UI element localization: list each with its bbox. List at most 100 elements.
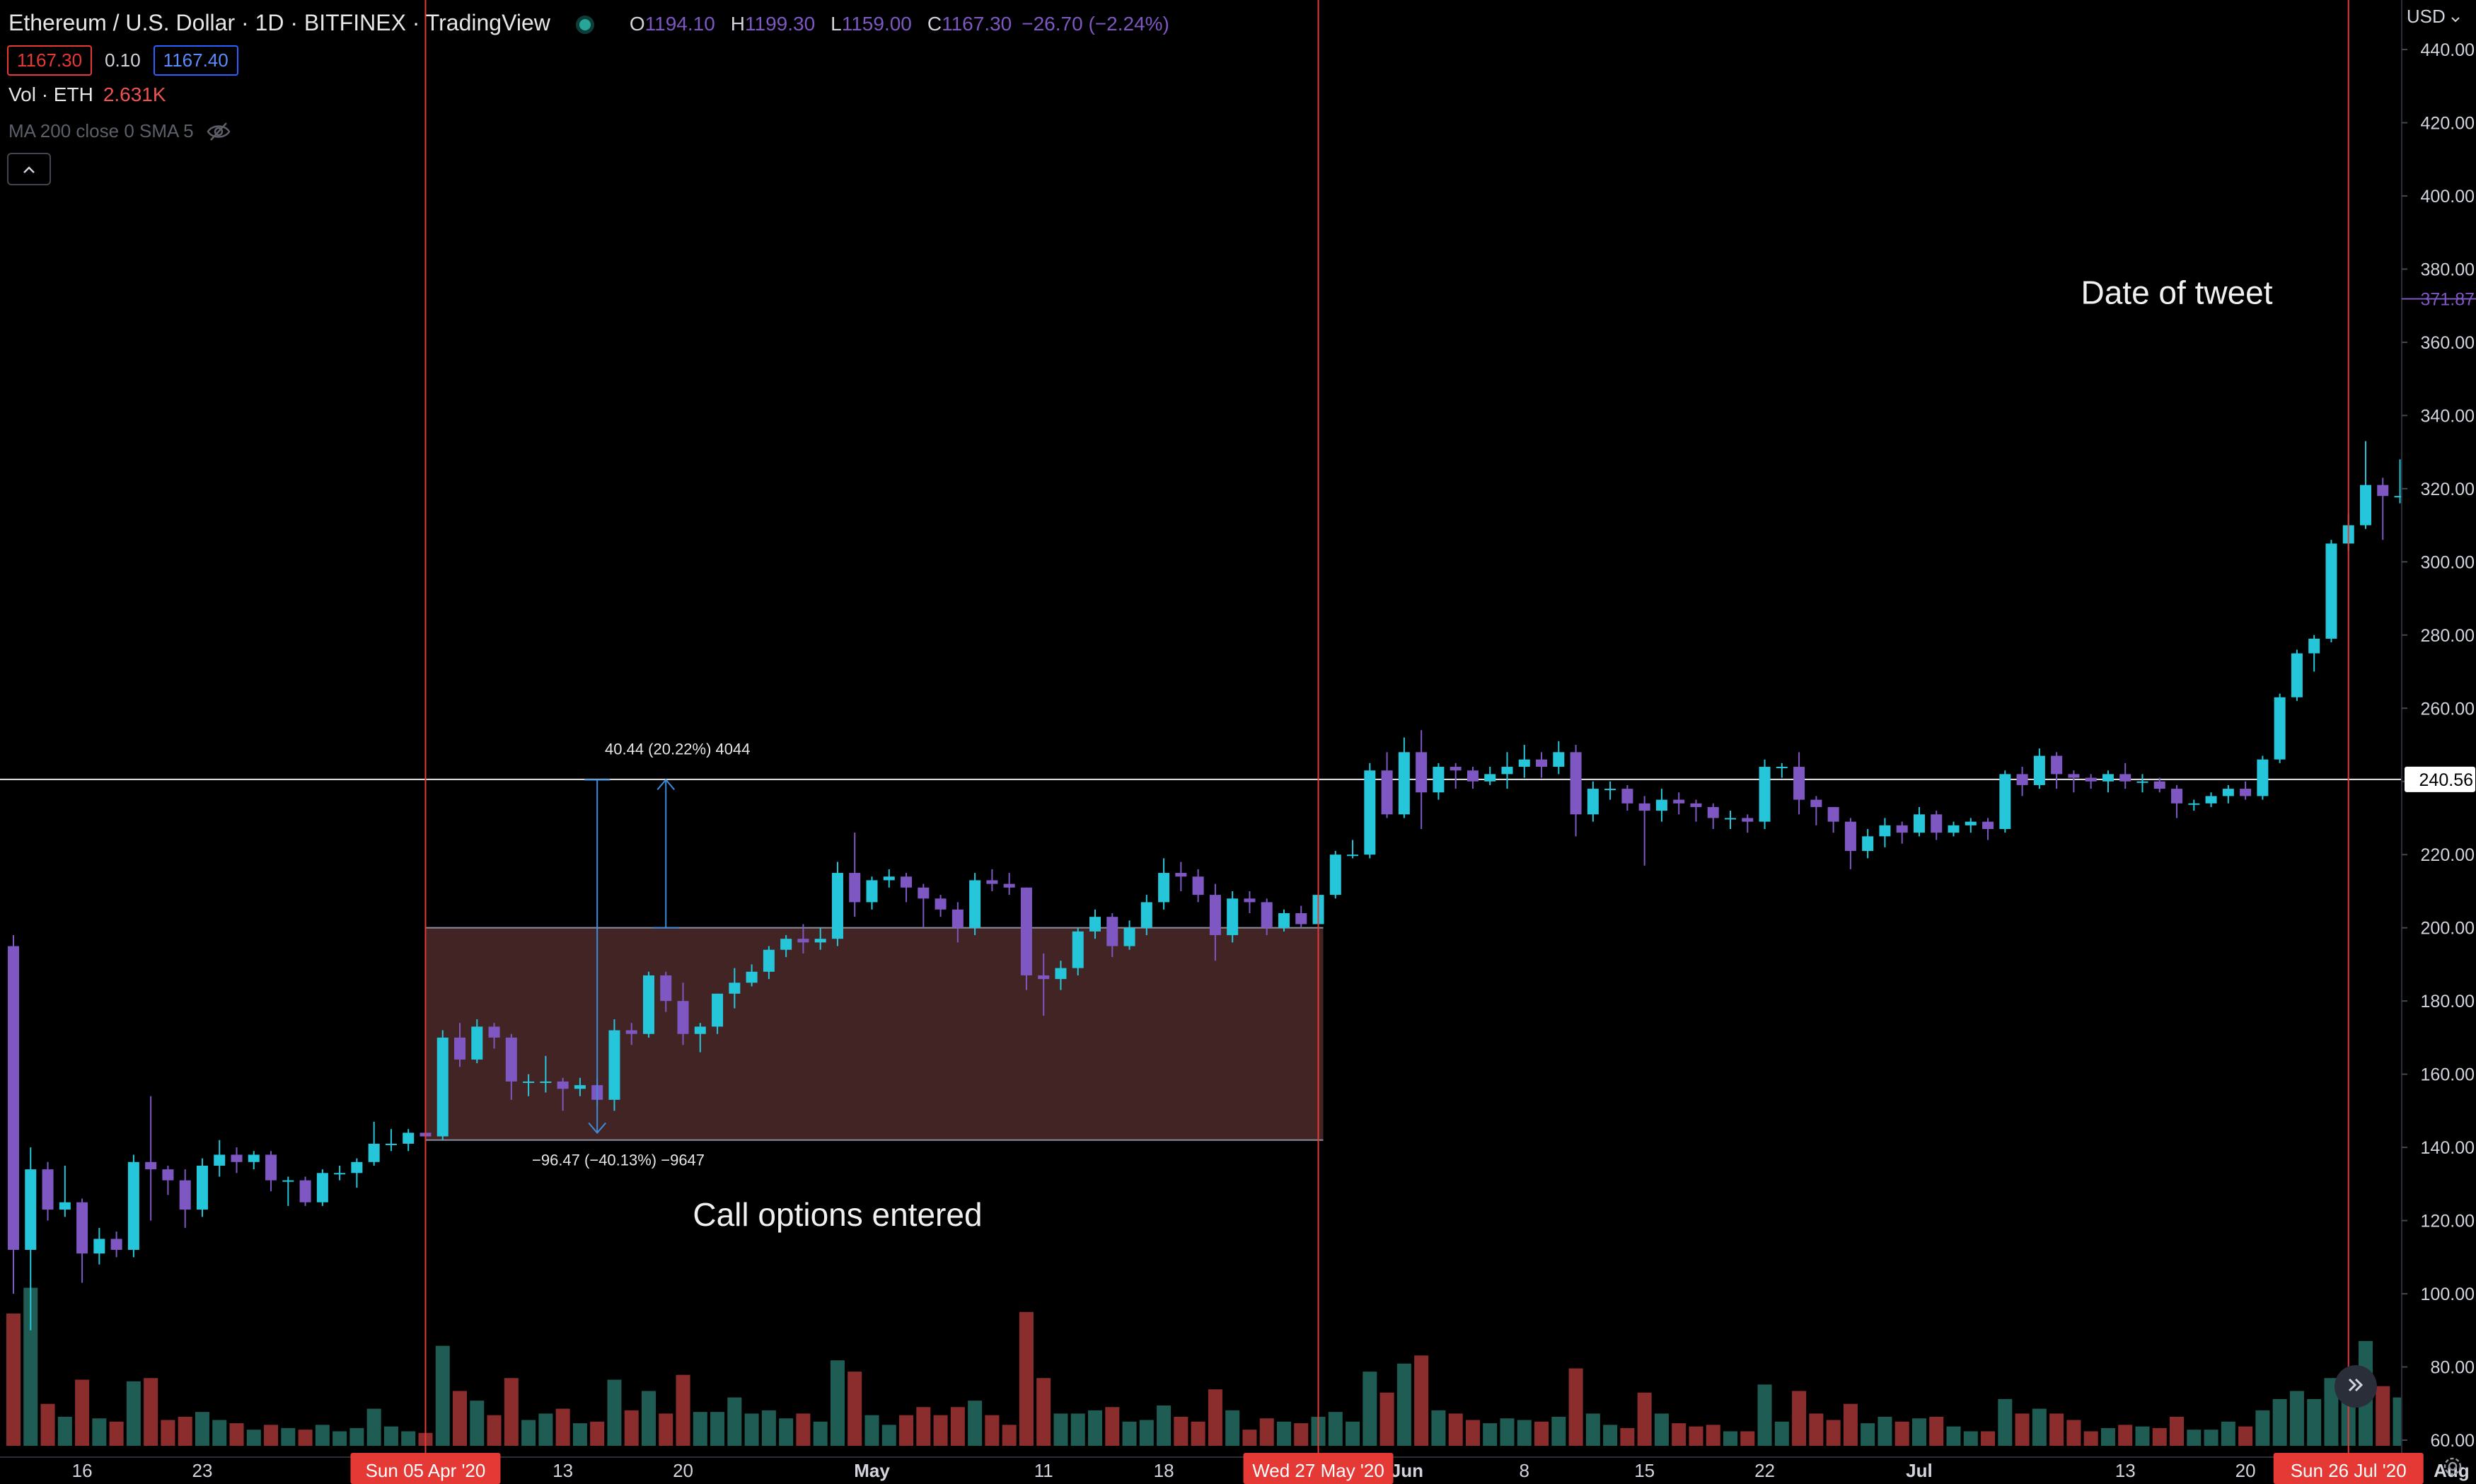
candle — [2222, 784, 2234, 804]
volume-bar — [383, 1426, 398, 1446]
volume-bar — [1809, 1413, 1824, 1446]
candle-body — [866, 880, 878, 903]
candle-body — [1931, 814, 1943, 833]
candle — [2171, 784, 2183, 818]
volume-bar — [1328, 1412, 1343, 1446]
time-tick-label: 18 — [1154, 1460, 1174, 1481]
candle — [712, 993, 724, 1034]
candle — [454, 1023, 466, 1067]
candle-body — [1381, 770, 1393, 815]
time-axis[interactable]: 16231320May111881522Jul1320AugAJunSun 05… — [0, 1453, 2476, 1484]
volume-bar — [1981, 1431, 1996, 1446]
price-axis[interactable]: 60.00 80.00 100.00 120.00 140.00 160.00 180.00… — [2401, 0, 2476, 1457]
volume-bar — [1946, 1426, 1961, 1446]
candle-body — [1398, 752, 1410, 815]
volume-legend[interactable]: Vol · ETH 2.631K — [8, 83, 166, 106]
price-tick-label: 340.00 — [2421, 406, 2475, 426]
candle-body — [1965, 821, 1977, 825]
candle-body — [2085, 777, 2097, 782]
candle-body — [660, 975, 672, 1002]
change-value: −26.70 (−2.24%) — [1022, 13, 1169, 35]
candle — [1364, 763, 1376, 859]
volume-bar — [1706, 1425, 1720, 1446]
volume-bar — [1878, 1416, 1892, 1446]
symbol-title[interactable]: Ethereum / U.S. Dollar · 1D · BITFINEX ·… — [8, 10, 550, 35]
eye-off-icon[interactable] — [207, 121, 231, 142]
candle — [849, 833, 861, 917]
ma-label: MA 200 close 0 SMA 5 — [8, 120, 194, 141]
volume-bar — [2066, 1420, 2081, 1446]
volume-bar — [1603, 1425, 1618, 1446]
horizontal-line-price-tag[interactable] — [2405, 766, 2475, 792]
candle — [763, 946, 775, 980]
candle — [2102, 770, 2114, 793]
volume-bar — [2135, 1426, 2150, 1446]
price-range-box[interactable] — [426, 927, 1324, 1140]
volume-bar — [1448, 1413, 1463, 1446]
candle-body — [2102, 774, 2114, 782]
candle-body — [1536, 759, 1548, 767]
volume-bar — [796, 1413, 811, 1446]
volume-bar — [23, 1287, 38, 1446]
chart-settings-button[interactable] — [2442, 1456, 2463, 1483]
candle — [76, 1198, 88, 1283]
volume-bar — [1585, 1413, 1600, 1446]
volume-bar — [1088, 1410, 1103, 1446]
price-tick-label: 280.00 — [2421, 626, 2475, 646]
candle — [334, 1165, 346, 1181]
candle-body — [2171, 789, 2183, 804]
measure-group: 40.44 (20.22%) 4044 −96.47 (−40.13%) −964… — [532, 740, 751, 1169]
sell-button[interactable]: 1167.30 — [7, 45, 93, 76]
volume-bar — [332, 1431, 347, 1446]
candle — [1192, 869, 1204, 903]
currency-selector[interactable]: USD — [2407, 6, 2460, 28]
volume-bar — [349, 1427, 364, 1446]
candle — [1175, 862, 1187, 891]
candle-body — [1140, 902, 1152, 928]
candle — [1158, 858, 1170, 910]
candle — [368, 1121, 380, 1166]
time-marker-tag[interactable] — [2273, 1453, 2424, 1484]
ma-legend[interactable]: MA 200 close 0 SMA 5 — [8, 120, 231, 142]
candle-body — [1827, 806, 1839, 822]
candle — [1347, 840, 1359, 859]
buy-button[interactable]: 1167.40 — [153, 45, 238, 76]
candle-body — [1604, 789, 1616, 791]
time-marker-label: Sun 26 Jul '20 — [2291, 1460, 2407, 1481]
candle-body — [625, 1030, 637, 1034]
candle-body — [2051, 755, 2063, 775]
scroll-to-realtime-button[interactable] — [2335, 1365, 2377, 1408]
candle-body — [1725, 818, 1736, 820]
price-tick-label: 260.00 — [2421, 699, 2475, 719]
candle — [1844, 818, 1856, 869]
candle-body — [145, 1161, 157, 1170]
candle — [935, 895, 947, 917]
volume-bar — [2204, 1430, 2218, 1446]
volume-bar — [1963, 1431, 1978, 1446]
chevron-up-icon — [23, 166, 35, 173]
candle-body — [986, 880, 998, 884]
time-marker-tag[interactable] — [350, 1453, 501, 1484]
volume-bar — [366, 1408, 381, 1446]
volume-bar — [1174, 1416, 1188, 1446]
volume-bar — [1019, 1311, 1034, 1446]
candle-body — [162, 1169, 174, 1181]
volume-bar — [40, 1403, 55, 1446]
time-marker-label: Sun 05 Apr '20 — [366, 1460, 486, 1481]
price-tick-label: 200.00 — [2421, 919, 2475, 939]
volume-bar — [2324, 1378, 2339, 1446]
high-label: H — [730, 13, 746, 35]
volume-bar — [1757, 1384, 1772, 1446]
volume-bar — [933, 1415, 948, 1446]
time-marker-tag[interactable] — [1243, 1453, 1394, 1484]
volume-bar — [607, 1379, 622, 1446]
volume-bar — [1723, 1431, 1737, 1446]
volume-bar — [2100, 1427, 2115, 1446]
candle — [1020, 887, 1032, 990]
collapse-legend-button[interactable] — [7, 153, 51, 185]
time-tick-label: 20 — [673, 1460, 693, 1481]
volume-bar — [161, 1420, 175, 1446]
candle-body — [1570, 752, 1582, 815]
volume-bar — [1929, 1416, 1944, 1446]
